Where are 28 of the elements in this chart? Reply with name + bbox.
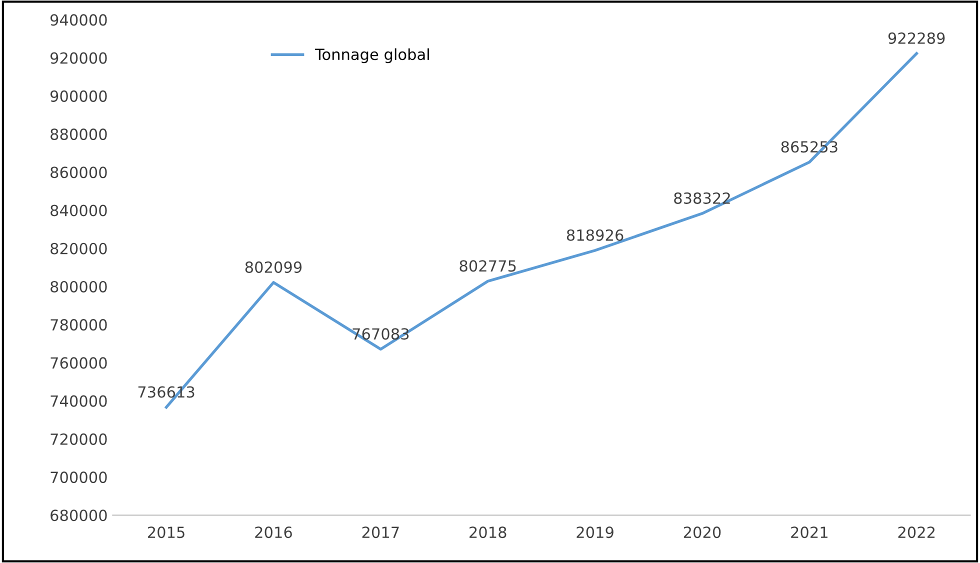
- y-tick-label: 940000: [50, 14, 107, 26]
- x-tick-label: 2022: [898, 526, 935, 538]
- y-tick-label: 840000: [50, 204, 107, 216]
- x-tick-label: 2015: [148, 526, 184, 538]
- y-tick-label: 700000: [50, 472, 107, 484]
- x-tick-label: 2016: [255, 526, 292, 538]
- y-tick-label: 900000: [50, 90, 107, 102]
- x-tick-label: 2019: [576, 526, 614, 538]
- data-label: 838322: [674, 192, 730, 204]
- y-tick-label: 920000: [50, 52, 107, 64]
- y-tick-label: 680000: [50, 510, 107, 522]
- legend-label: Tonnage global: [314, 48, 429, 64]
- data-label: 818926: [566, 229, 624, 241]
- x-tick-label: 2021: [791, 526, 828, 538]
- data-label: 922289: [888, 32, 945, 44]
- y-tick-label: 780000: [50, 319, 107, 331]
- data-label: 802775: [460, 260, 516, 272]
- data-label: 802099: [245, 261, 302, 273]
- y-tick-label: 880000: [50, 128, 107, 140]
- y-tick-label: 860000: [50, 166, 107, 178]
- y-tick-label: 740000: [50, 395, 107, 407]
- x-tick-label: 2020: [684, 526, 721, 538]
- y-tick-label: 820000: [50, 242, 107, 254]
- x-tick-label: 2017: [362, 526, 399, 538]
- x-tick-label: 2018: [470, 526, 506, 538]
- y-tick-label: 800000: [50, 280, 107, 292]
- y-tick-label: 760000: [50, 357, 107, 369]
- y-tick-label: 720000: [50, 433, 107, 445]
